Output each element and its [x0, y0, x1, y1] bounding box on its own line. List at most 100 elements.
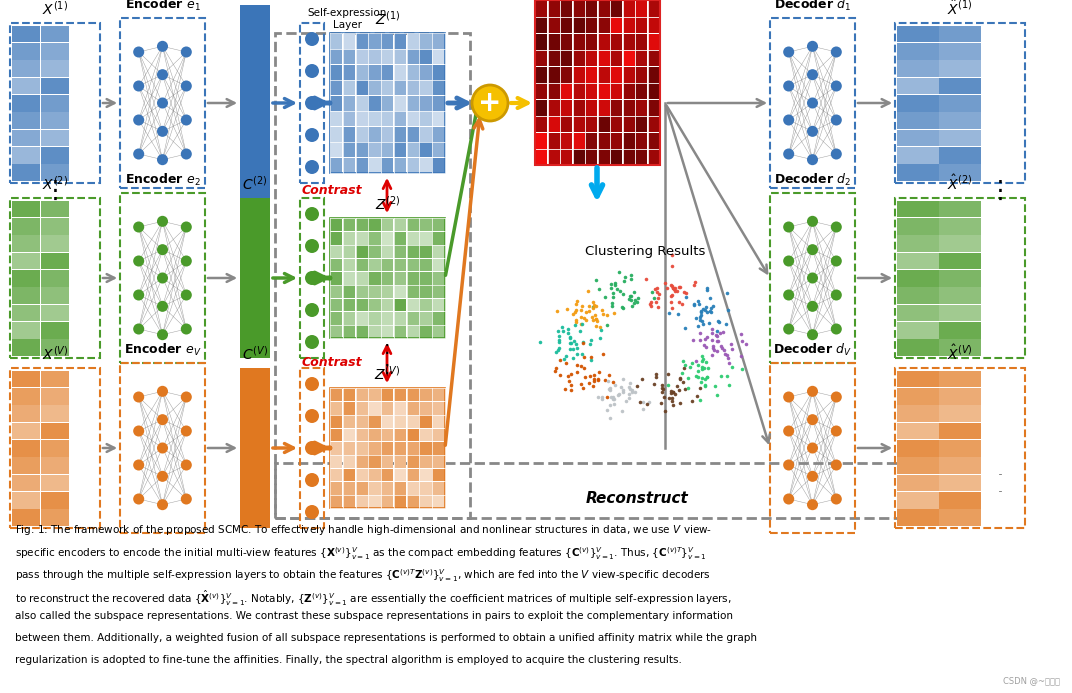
Text: Encoder $e_{V}$: Encoder $e_{V}$	[123, 342, 202, 358]
Bar	[406, 455, 419, 468]
Bar	[597, 116, 610, 132]
Point	[572, 311, 590, 322]
Bar	[343, 402, 355, 414]
Point	[575, 337, 592, 349]
Bar	[382, 112, 393, 126]
Bar	[382, 442, 393, 455]
Bar	[432, 49, 445, 64]
Bar	[382, 49, 393, 64]
Bar	[419, 232, 432, 245]
Point	[589, 315, 606, 326]
Bar	[343, 415, 355, 428]
Bar	[393, 482, 406, 495]
Bar	[382, 272, 393, 285]
Circle shape	[133, 80, 145, 91]
Point	[664, 249, 681, 260]
Bar	[41, 164, 69, 181]
Bar	[432, 218, 445, 231]
Bar	[548, 83, 560, 99]
Bar	[981, 164, 1023, 181]
Bar	[610, 50, 622, 66]
Bar	[406, 218, 419, 231]
Bar	[343, 428, 355, 441]
Point	[693, 306, 710, 317]
Bar	[895, 368, 1025, 528]
Point	[590, 392, 607, 403]
Point	[702, 292, 719, 304]
Bar	[419, 428, 432, 441]
Point	[617, 395, 635, 406]
Bar	[406, 325, 419, 338]
Point	[695, 362, 712, 374]
Bar	[432, 96, 445, 111]
Point	[665, 400, 682, 411]
Point	[698, 372, 715, 383]
Point	[561, 376, 578, 387]
Point	[614, 303, 631, 314]
Bar	[939, 371, 981, 387]
Bar	[939, 405, 981, 422]
Circle shape	[133, 324, 145, 335]
Circle shape	[306, 271, 319, 285]
Circle shape	[181, 46, 192, 58]
Bar	[419, 258, 432, 272]
Point	[604, 298, 621, 309]
Point	[615, 276, 632, 287]
Bar	[356, 49, 368, 64]
Bar	[393, 325, 406, 338]
Point	[551, 337, 568, 348]
Bar	[981, 509, 1023, 526]
Circle shape	[807, 272, 818, 283]
Point	[621, 381, 638, 392]
Point	[563, 337, 580, 348]
Point	[582, 334, 599, 345]
Bar	[382, 245, 393, 258]
Point	[695, 353, 712, 365]
Bar	[330, 218, 342, 231]
Point	[590, 375, 607, 386]
Text: Self-expression
Layer: Self-expression Layer	[308, 8, 387, 30]
Bar	[330, 402, 342, 414]
Bar	[343, 285, 355, 298]
Bar	[356, 428, 368, 441]
Bar	[535, 83, 547, 99]
Bar	[572, 149, 584, 165]
Bar	[432, 495, 445, 508]
Bar	[330, 64, 342, 80]
Point	[659, 380, 676, 391]
Circle shape	[807, 329, 818, 340]
Point	[614, 387, 631, 398]
Bar	[623, 83, 635, 99]
Point	[557, 351, 575, 362]
Point	[580, 286, 597, 297]
Point	[594, 392, 611, 403]
Point	[560, 328, 577, 339]
Bar	[897, 270, 938, 287]
Circle shape	[807, 471, 818, 482]
Bar	[12, 492, 40, 509]
Circle shape	[831, 222, 842, 233]
Bar	[330, 258, 342, 272]
Bar	[597, 1, 610, 17]
Bar	[343, 495, 355, 508]
Bar	[647, 17, 659, 33]
Bar	[369, 258, 381, 272]
Bar	[356, 325, 368, 338]
Point	[559, 304, 576, 315]
Bar	[535, 33, 547, 49]
Circle shape	[157, 329, 168, 340]
Bar	[406, 285, 419, 298]
Bar	[406, 127, 419, 142]
Point	[662, 385, 680, 396]
Bar	[432, 258, 445, 272]
Bar	[406, 299, 419, 311]
Text: $Z^{(2)}$: $Z^{(2)}$	[375, 195, 400, 213]
Bar	[548, 149, 560, 165]
Point	[671, 281, 688, 292]
Bar	[535, 149, 547, 165]
Circle shape	[784, 392, 794, 403]
Bar	[939, 457, 981, 474]
Point	[572, 361, 590, 372]
Text: +: +	[478, 89, 502, 117]
Bar	[369, 245, 381, 258]
